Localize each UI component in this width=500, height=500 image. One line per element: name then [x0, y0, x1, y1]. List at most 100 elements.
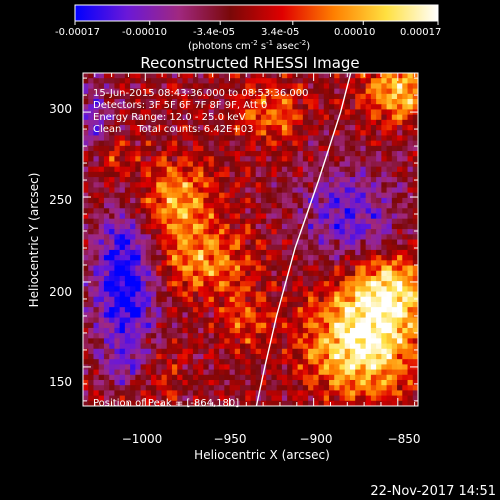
heatmap-cell: [344, 119, 351, 126]
heatmap-cell: [166, 218, 173, 225]
heatmap-cell: [360, 270, 367, 277]
heatmap-cell: [240, 99, 246, 105]
heatmap-cell: [161, 145, 168, 152]
heatmap-cell: [240, 255, 246, 261]
heatmap-cell: [187, 260, 194, 266]
heatmap-cell: [151, 93, 157, 100]
heatmap-cell: [93, 156, 100, 162]
heatmap-cell: [151, 249, 157, 256]
heatmap-cell: [203, 301, 210, 308]
heatmap-cell: [287, 166, 293, 173]
heatmap-cell: [302, 125, 309, 131]
heatmap-cell: [266, 249, 272, 256]
heatmap-cell: [83, 291, 89, 298]
heatmap-cell: [98, 234, 105, 240]
heatmap-cell: [276, 343, 283, 350]
heatmap-cell: [360, 83, 367, 90]
heatmap-cell: [397, 296, 403, 303]
heatmap-cell: [161, 83, 168, 90]
heatmap-cell: [177, 317, 183, 324]
heatmap-cell: [156, 385, 162, 391]
heatmap-cell: [135, 265, 141, 272]
heatmap-cell: [344, 156, 351, 162]
heatmap-cell: [130, 140, 136, 147]
heatmap-cell: [245, 223, 251, 230]
heatmap-cell: [88, 249, 94, 256]
heatmap-cell: [234, 275, 241, 282]
heatmap-cell: [376, 286, 382, 292]
heatmap-cell: [109, 369, 115, 376]
heatmap-cell: [166, 239, 173, 246]
heatmap-cell: [271, 400, 278, 406]
heatmap-cell: [240, 156, 246, 162]
heatmap-cell: [370, 395, 377, 402]
heatmap-cell: [166, 223, 173, 230]
heatmap-cell: [234, 135, 241, 142]
heatmap-cell: [192, 270, 199, 277]
heatmap-cell: [103, 275, 110, 282]
heatmap-cell: [287, 379, 293, 386]
heatmap-cell: [376, 333, 382, 339]
heatmap-cell: [412, 145, 418, 152]
heatmap-cell: [177, 78, 183, 84]
heatmap-cell: [287, 364, 293, 370]
heatmap-cell: [313, 119, 319, 126]
heatmap-cell: [308, 223, 314, 230]
heatmap-cell: [308, 291, 314, 298]
heatmap-cell: [119, 317, 126, 324]
heatmap-cell: [240, 348, 246, 355]
heatmap-cell: [370, 291, 377, 298]
heatmap-cell: [355, 171, 361, 178]
heatmap-cell: [88, 166, 94, 173]
heatmap-cell: [213, 171, 220, 178]
heatmap-cell: [344, 301, 351, 308]
heatmap-cell: [292, 135, 299, 142]
heatmap-cell: [119, 208, 126, 214]
heatmap-cell: [313, 301, 319, 308]
heatmap-cell: [151, 270, 157, 277]
heatmap-cell: [203, 166, 210, 173]
heatmap-cell: [313, 145, 319, 152]
heatmap-cell: [182, 270, 189, 277]
heatmap-cell: [308, 114, 314, 121]
heatmap-cell: [177, 281, 183, 287]
heatmap-cell: [281, 88, 288, 95]
heatmap-cell: [302, 223, 309, 230]
heatmap-cell: [381, 223, 387, 230]
heatmap-cell: [182, 145, 189, 152]
heatmap-cell: [376, 177, 382, 183]
heatmap-cell: [297, 249, 304, 256]
heatmap-cell: [370, 327, 377, 334]
heatmap-cell: [250, 265, 257, 272]
heatmap-cell: [109, 270, 115, 277]
heatmap-cell: [255, 161, 262, 168]
heatmap-cell: [391, 348, 398, 355]
heatmap-cell: [119, 192, 126, 199]
heatmap-cell: [198, 192, 204, 199]
heatmap-cell: [376, 312, 382, 318]
heatmap-cell: [145, 78, 152, 84]
heatmap-cell: [276, 125, 283, 131]
heatmap-cell: [240, 187, 246, 194]
heatmap-cell: [140, 151, 147, 157]
heatmap-cell: [240, 385, 246, 391]
heatmap-cell: [313, 307, 319, 313]
heatmap-cell: [266, 140, 272, 147]
heatmap-cell: [344, 192, 351, 199]
heatmap-cell: [229, 140, 236, 147]
heatmap-cell: [255, 78, 262, 84]
heatmap-cell: [344, 379, 351, 386]
heatmap-cell: [287, 348, 293, 355]
heatmap-cell: [229, 307, 236, 313]
heatmap-cell: [140, 140, 147, 147]
heatmap-cell: [292, 369, 299, 376]
heatmap-cell: [376, 359, 382, 365]
heatmap-cell: [360, 187, 367, 194]
heatmap-cell: [234, 109, 241, 116]
heatmap-cell: [213, 203, 220, 209]
heatmap-cell: [297, 301, 304, 308]
heatmap-cell: [88, 385, 94, 391]
heatmap-cell: [145, 249, 152, 256]
heatmap-cell: [355, 390, 361, 396]
y-tick-label: 250: [49, 193, 72, 207]
